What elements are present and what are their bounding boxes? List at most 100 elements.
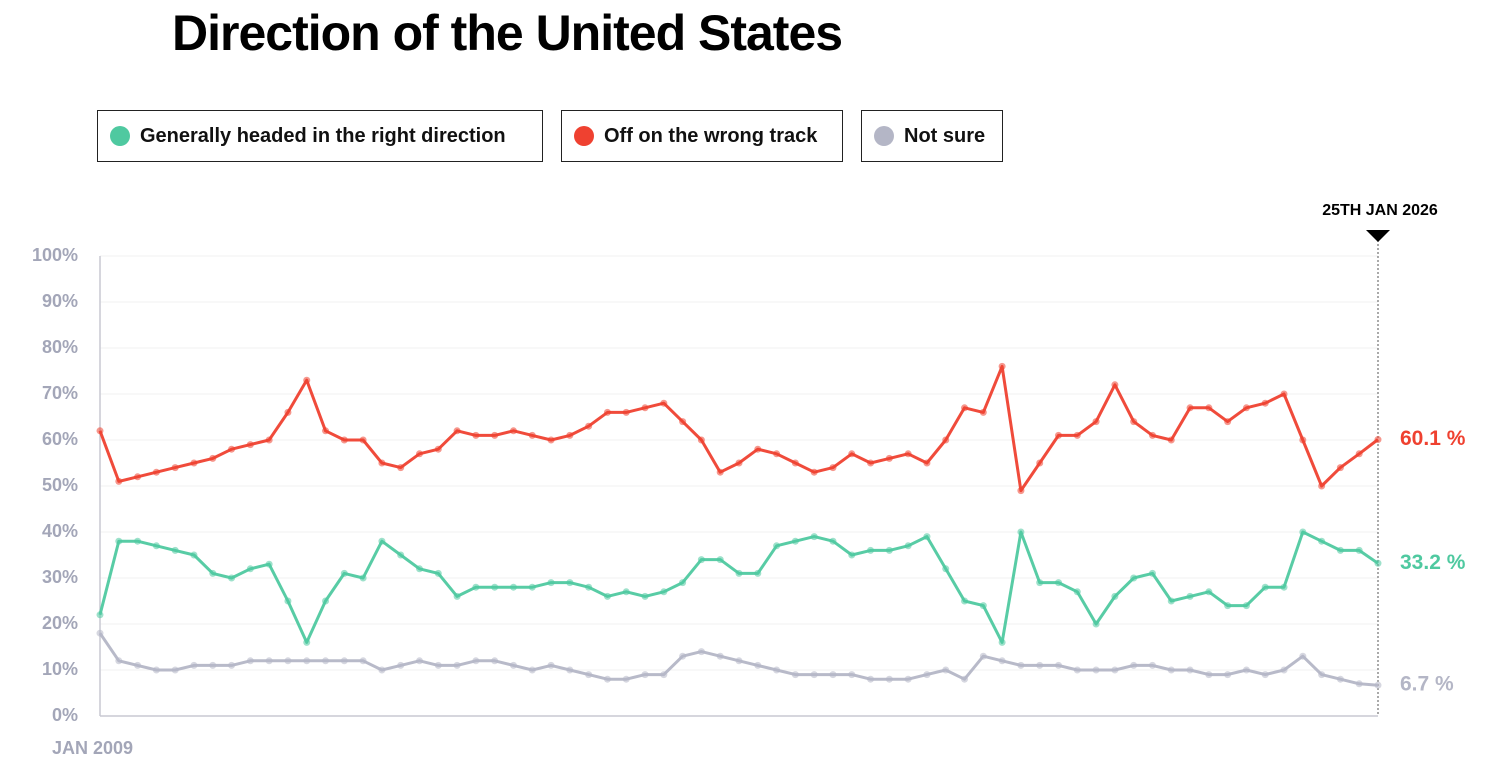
data-point [810, 533, 818, 541]
data-point [791, 537, 799, 545]
data-point [472, 583, 480, 591]
data-point [1299, 436, 1307, 444]
data-point [1242, 602, 1250, 610]
y-tick-label: 30% [42, 567, 78, 587]
data-point [1073, 431, 1081, 439]
data-point [1055, 431, 1062, 439]
data-point [641, 671, 649, 679]
data-point [1036, 459, 1044, 467]
end-value-label: 33.2 % [1400, 551, 1466, 574]
data-point [697, 436, 705, 444]
data-point [1092, 666, 1100, 674]
data-point [716, 468, 724, 476]
data-point [773, 450, 781, 458]
data-point [265, 560, 273, 568]
data-point [585, 583, 593, 591]
data-point [434, 569, 442, 577]
y-tick-label: 10% [42, 659, 78, 679]
data-point [246, 441, 254, 449]
data-point [209, 569, 217, 577]
data-point [134, 537, 142, 545]
end-marker [1366, 230, 1390, 242]
data-point [416, 450, 423, 458]
data-point [472, 657, 480, 665]
data-point [848, 450, 856, 458]
data-point [923, 459, 931, 467]
data-point [1336, 675, 1344, 683]
data-point [491, 431, 499, 439]
data-point [716, 652, 724, 660]
data-point [397, 464, 405, 472]
data-point [1111, 381, 1119, 389]
data-point [284, 597, 292, 605]
chart-title: Direction of the United States [172, 5, 843, 61]
end-value-label: 6.7 % [1400, 673, 1454, 696]
data-point [509, 583, 517, 591]
data-point [152, 542, 160, 550]
data-point [660, 671, 668, 679]
data-point [1205, 671, 1213, 679]
data-point [754, 661, 762, 669]
data-point [1261, 671, 1269, 679]
data-point [754, 569, 762, 577]
data-point [547, 436, 555, 444]
data-point [679, 418, 687, 426]
data-point [716, 556, 724, 564]
data-point [848, 671, 856, 679]
data-point [942, 666, 950, 674]
data-point [961, 675, 969, 683]
data-point [322, 427, 330, 435]
data-point [547, 661, 555, 669]
data-point [1318, 537, 1326, 545]
data-point [115, 537, 123, 545]
data-point [246, 565, 254, 573]
end-date-label: 25TH JAN 2026 [1322, 202, 1438, 219]
data-point [923, 533, 931, 541]
data-point [829, 671, 837, 679]
data-point [1374, 436, 1382, 444]
data-point [1224, 602, 1232, 610]
data-point [1148, 569, 1156, 577]
data-point [622, 408, 630, 416]
data-point [923, 671, 931, 679]
data-point [773, 666, 781, 674]
data-point [1205, 404, 1213, 412]
data-point [1055, 579, 1062, 587]
data-point [397, 661, 405, 669]
data-point [566, 666, 574, 674]
data-point [829, 464, 837, 472]
data-point [1261, 399, 1269, 407]
data-point [942, 565, 950, 573]
data-point [660, 399, 668, 407]
data-point [1318, 671, 1326, 679]
data-point [453, 661, 461, 669]
data-point [1374, 559, 1382, 567]
y-tick-label: 50% [42, 475, 78, 495]
legend-item[interactable]: Generally headed in the right direction [97, 110, 543, 162]
data-point [1224, 418, 1232, 426]
data-point [885, 546, 893, 554]
data-point [603, 675, 611, 683]
data-point [1092, 620, 1100, 628]
data-point [1355, 546, 1363, 554]
data-point [1167, 666, 1175, 674]
data-point [961, 404, 969, 412]
data-point [303, 376, 311, 384]
data-point [1242, 404, 1250, 412]
data-point [134, 473, 142, 481]
data-point [547, 579, 555, 587]
data-point [1242, 666, 1250, 674]
data-point [152, 468, 160, 476]
legend-item[interactable]: Off on the wrong track [561, 110, 843, 162]
data-point [509, 661, 517, 669]
data-point [1073, 588, 1081, 596]
data-point [1280, 583, 1288, 591]
data-point [171, 546, 179, 554]
data-point [904, 450, 912, 458]
data-point [340, 569, 348, 577]
legend-item[interactable]: Not sure [861, 110, 1003, 162]
legend-label: Off on the wrong track [604, 124, 818, 147]
data-point [1355, 680, 1363, 688]
